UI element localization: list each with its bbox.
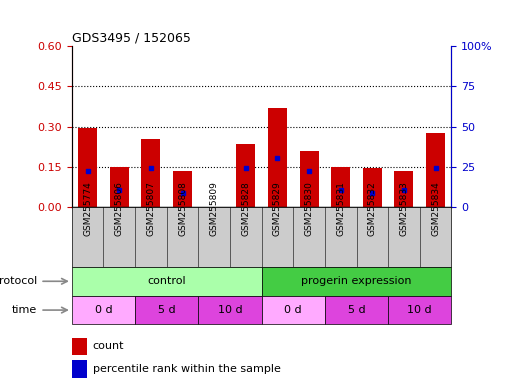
Text: time: time bbox=[12, 305, 37, 315]
Text: GSM255774: GSM255774 bbox=[83, 181, 92, 236]
Text: percentile rank within the sample: percentile rank within the sample bbox=[93, 364, 281, 374]
Bar bbox=[236, 144, 255, 207]
Bar bbox=[331, 167, 350, 207]
Bar bbox=[300, 151, 319, 207]
Text: 0 d: 0 d bbox=[284, 305, 302, 315]
Text: GSM255834: GSM255834 bbox=[431, 181, 440, 236]
Text: 10 d: 10 d bbox=[407, 305, 432, 315]
Text: GSM255833: GSM255833 bbox=[400, 181, 408, 236]
Text: GSM255832: GSM255832 bbox=[368, 181, 377, 236]
Text: 10 d: 10 d bbox=[218, 305, 242, 315]
Bar bbox=[72, 360, 87, 378]
Bar bbox=[262, 267, 451, 296]
Text: GDS3495 / 152065: GDS3495 / 152065 bbox=[72, 32, 191, 45]
Bar bbox=[268, 108, 287, 207]
Bar bbox=[325, 296, 388, 324]
Text: 5 d: 5 d bbox=[348, 305, 365, 315]
Text: GSM255806: GSM255806 bbox=[115, 181, 124, 236]
Bar bbox=[426, 134, 445, 207]
Text: 5 d: 5 d bbox=[158, 305, 175, 315]
Bar bbox=[72, 338, 87, 355]
Bar bbox=[110, 167, 129, 207]
Bar bbox=[135, 296, 199, 324]
Text: control: control bbox=[147, 276, 186, 286]
Text: GSM255831: GSM255831 bbox=[336, 181, 345, 236]
Text: GSM255829: GSM255829 bbox=[273, 181, 282, 236]
Bar bbox=[78, 128, 97, 207]
Text: GSM255807: GSM255807 bbox=[146, 181, 155, 236]
Bar bbox=[363, 169, 382, 207]
Bar bbox=[142, 139, 161, 207]
Text: progerin expression: progerin expression bbox=[301, 276, 412, 286]
Bar bbox=[173, 171, 192, 207]
Text: count: count bbox=[93, 341, 124, 351]
Bar bbox=[394, 171, 413, 207]
Text: GSM255808: GSM255808 bbox=[178, 181, 187, 236]
Bar bbox=[72, 296, 135, 324]
Text: GSM255830: GSM255830 bbox=[305, 181, 313, 236]
Bar bbox=[72, 267, 262, 296]
Bar bbox=[262, 296, 325, 324]
Text: GSM255809: GSM255809 bbox=[210, 181, 219, 236]
Text: 0 d: 0 d bbox=[94, 305, 112, 315]
Bar bbox=[199, 296, 262, 324]
Text: GSM255828: GSM255828 bbox=[241, 181, 250, 236]
Bar bbox=[388, 296, 451, 324]
Text: protocol: protocol bbox=[0, 276, 37, 286]
